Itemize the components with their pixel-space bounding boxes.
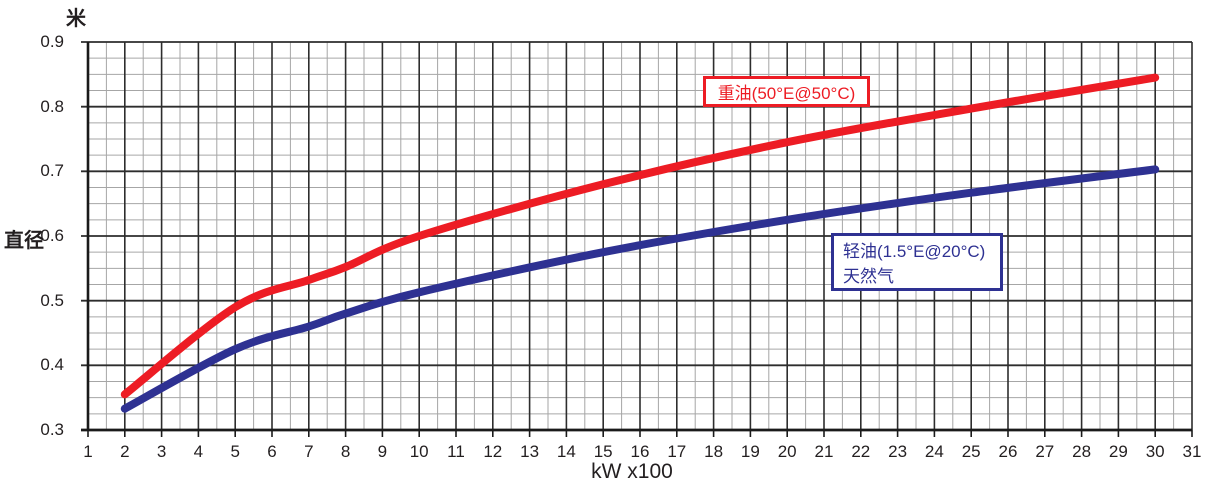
- x-tick-label: 28: [1072, 442, 1092, 461]
- legend-light-oil: 轻油(1.5°E@20°C) 天然气: [831, 233, 1003, 291]
- x-tick-label: 22: [851, 442, 871, 461]
- y-axis-title: 直径: [4, 230, 44, 252]
- y-tick-label: 0.7: [40, 161, 64, 181]
- x-tick-label: 13: [520, 442, 540, 461]
- y-axis-unit-label: 米: [66, 8, 86, 30]
- y-tick-label: 0.3: [40, 420, 64, 439]
- y-tick-label: 0.5: [40, 290, 64, 310]
- legend-light-oil-line1: 轻油(1.5°E@20°C): [843, 242, 986, 261]
- x-tick-label: 30: [1145, 442, 1165, 461]
- x-tick-label: 21: [814, 442, 834, 461]
- x-tick-label: 26: [998, 442, 1018, 461]
- x-tick-label: 9: [377, 442, 388, 461]
- x-tick-label: 17: [667, 442, 687, 461]
- x-tick-label: 31: [1182, 442, 1202, 461]
- x-tick-label: 6: [267, 442, 277, 461]
- x-tick-label: 7: [304, 442, 314, 461]
- x-tick-label: 1: [83, 442, 93, 461]
- x-tick-label: 8: [340, 442, 351, 461]
- x-tick-label: 4: [193, 442, 204, 461]
- x-tick-label: 20: [777, 442, 797, 461]
- x-tick-label: 23: [888, 442, 908, 461]
- x-tick-label: 25: [961, 442, 981, 461]
- legend-heavy-oil: 重油(50°E@50°C): [703, 76, 870, 107]
- x-axis-title: kW x100: [591, 460, 673, 483]
- heavy-oil-curve: [120, 73, 1160, 399]
- x-tick-label: 16: [630, 442, 650, 461]
- x-tick-label: 12: [483, 442, 503, 461]
- x-tick-label: 15: [593, 442, 613, 461]
- legend-heavy-oil-label: 重油(50°E@50°C): [717, 84, 856, 103]
- x-tick-label: 27: [1035, 442, 1055, 461]
- y-tick-label: 0.9: [40, 32, 64, 51]
- x-tick-label: 3: [156, 442, 167, 461]
- x-tick-label: 29: [1108, 442, 1128, 461]
- x-tick-label: 24: [924, 442, 944, 461]
- y-tick-label: 0.6: [40, 226, 64, 245]
- x-tick-label: 10: [409, 442, 429, 461]
- x-tick-label: 19: [740, 442, 760, 461]
- x-tick-label: 2: [120, 442, 130, 461]
- x-tick-label: 11: [447, 442, 465, 461]
- light-oil-curve: [120, 165, 1160, 413]
- x-tick-label: 5: [230, 442, 240, 461]
- x-tick-label: 14: [556, 442, 576, 461]
- legend-light-oil-line2: 天然气: [843, 267, 894, 286]
- x-tick-label: 18: [704, 442, 724, 461]
- y-tick-label: 0.8: [40, 96, 64, 116]
- y-tick-label: 0.4: [40, 355, 64, 375]
